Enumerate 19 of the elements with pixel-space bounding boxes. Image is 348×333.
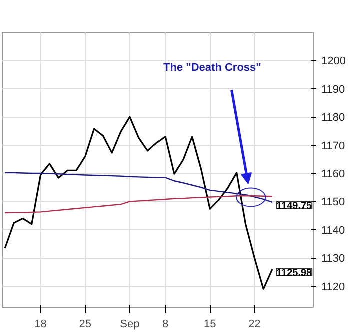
line-series (4, 116, 274, 290)
line-series (4, 195, 274, 214)
y-tick-label: 1120 (322, 281, 346, 294)
x-tick-label: Sep (120, 318, 140, 330)
y-tick-label: 1170 (322, 140, 346, 152)
y-tick-label: 1160 (322, 168, 346, 181)
x-tick-label: 18 (34, 318, 47, 330)
y-tick-label: 1150 (322, 196, 346, 209)
line-series (4, 172, 274, 204)
y-tick-label: 1140 (322, 224, 346, 237)
x-tick-label: 25 (79, 318, 92, 330)
annotation: The "Death Cross" (164, 62, 262, 74)
x-tick-label: 22 (248, 318, 261, 330)
x-tick-label: 15 (204, 318, 216, 330)
y-tick-label: 1200 (322, 56, 346, 68)
y-tick-label: 1190 (322, 84, 346, 96)
y-tick-label: 1130 (322, 253, 346, 266)
x-tick-label: 8 (162, 318, 169, 330)
y-tick-label: 1180 (322, 112, 346, 124)
